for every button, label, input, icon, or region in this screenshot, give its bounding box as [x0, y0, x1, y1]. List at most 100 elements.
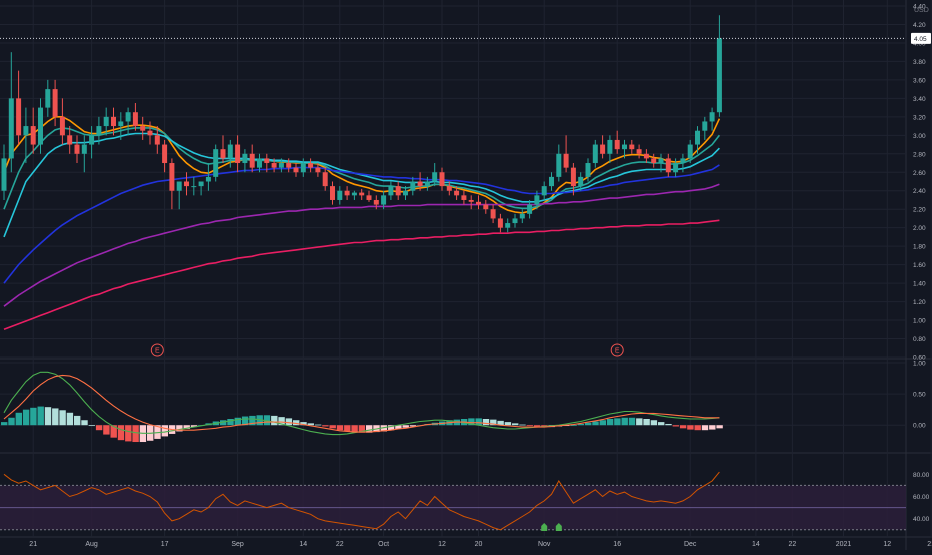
candle-body[interactable]	[103, 116, 109, 127]
candle-body[interactable]	[315, 167, 321, 173]
candle-body[interactable]	[424, 181, 430, 187]
macd-pane[interactable]	[1, 371, 723, 443]
candle-body[interactable]	[461, 195, 467, 200]
candle-body[interactable]	[16, 98, 22, 136]
candle-body[interactable]	[154, 135, 160, 145]
candle-body[interactable]	[446, 186, 452, 191]
candle-body[interactable]	[702, 121, 708, 131]
candle-body[interactable]	[570, 167, 576, 187]
candle-body[interactable]	[344, 190, 350, 196]
candle-body[interactable]	[322, 172, 328, 187]
candle-body[interactable]	[709, 112, 715, 122]
candle-body[interactable]	[643, 153, 649, 159]
candle-body[interactable]	[622, 144, 627, 150]
candle-body[interactable]	[162, 144, 168, 164]
candle-body[interactable]	[132, 112, 138, 127]
candle-body[interactable]	[300, 163, 306, 173]
rsi-signal-marker[interactable]	[555, 523, 562, 531]
candle-body[interactable]	[439, 172, 445, 187]
candle-body[interactable]	[600, 144, 606, 154]
candle-body[interactable]	[673, 163, 679, 173]
candle-body[interactable]	[111, 116, 116, 127]
candle-body[interactable]	[578, 176, 584, 187]
candle-body[interactable]	[388, 186, 394, 196]
candle-body[interactable]	[556, 153, 562, 177]
candle-body[interactable]	[293, 167, 299, 173]
candle-body[interactable]	[1, 158, 7, 191]
candle-body[interactable]	[118, 121, 124, 127]
candle-body[interactable]	[476, 201, 481, 205]
candle-body[interactable]	[665, 158, 671, 173]
candles[interactable]	[1, 15, 722, 233]
candle-body[interactable]	[680, 158, 686, 164]
candle-body[interactable]	[278, 163, 284, 168]
candle-body[interactable]	[213, 149, 219, 177]
candle-body[interactable]	[366, 195, 372, 200]
candle-body[interactable]	[184, 181, 189, 187]
candle-body[interactable]	[629, 144, 635, 150]
earnings-marker[interactable]	[150, 343, 164, 357]
candle-body[interactable]	[658, 158, 664, 164]
candle-body[interactable]	[614, 139, 620, 150]
candle-body[interactable]	[687, 144, 693, 159]
candle-body[interactable]	[147, 130, 153, 136]
candle-body[interactable]	[227, 144, 233, 159]
candle-body[interactable]	[257, 158, 262, 168]
candle-body[interactable]	[381, 195, 387, 205]
candle-body[interactable]	[271, 163, 277, 168]
candle-body[interactable]	[592, 144, 598, 164]
candle-body[interactable]	[417, 181, 423, 187]
candle-body[interactable]	[527, 204, 533, 214]
candle-body[interactable]	[59, 116, 65, 136]
candle-body[interactable]	[198, 181, 204, 187]
candle-body[interactable]	[286, 163, 292, 168]
rsi-signal-marker[interactable]	[541, 523, 548, 531]
candle-body[interactable]	[549, 176, 554, 187]
candle-body[interactable]	[519, 213, 525, 219]
candle-body[interactable]	[497, 218, 503, 228]
candle-body[interactable]	[330, 186, 335, 200]
candle-body[interactable]	[169, 163, 175, 191]
candle-body[interactable]	[541, 186, 547, 196]
candle-body[interactable]	[308, 163, 314, 168]
candle-body[interactable]	[585, 163, 591, 177]
candle-body[interactable]	[651, 158, 657, 164]
rsi-pane[interactable]	[3, 471, 720, 531]
candle-body[interactable]	[235, 144, 241, 164]
candle-body[interactable]	[8, 98, 14, 159]
candle-body[interactable]	[337, 190, 343, 200]
candle-body[interactable]	[45, 89, 51, 108]
candle-body[interactable]	[403, 190, 408, 196]
candle-body[interactable]	[140, 126, 146, 131]
candle-body[interactable]	[205, 176, 211, 182]
candle-body[interactable]	[351, 192, 357, 196]
candle-body[interactable]	[242, 153, 248, 164]
candle-body[interactable]	[30, 126, 36, 145]
candle-body[interactable]	[38, 107, 43, 145]
candle-body[interactable]	[191, 186, 197, 188]
candle-body[interactable]	[395, 186, 401, 196]
candle-body[interactable]	[607, 139, 613, 154]
candle-body[interactable]	[468, 199, 474, 202]
candle-body[interactable]	[410, 181, 416, 191]
candle-body[interactable]	[505, 223, 511, 228]
candle-body[interactable]	[249, 153, 255, 168]
candle-body[interactable]	[490, 209, 496, 219]
candle-body[interactable]	[74, 144, 80, 154]
candle-body[interactable]	[716, 38, 722, 113]
candle-body[interactable]	[454, 190, 460, 196]
candle-body[interactable]	[636, 149, 642, 154]
candle-body[interactable]	[359, 192, 365, 196]
candle-body[interactable]	[534, 195, 540, 205]
candle-body[interactable]	[432, 172, 438, 182]
candle-body[interactable]	[125, 112, 131, 122]
candle-body[interactable]	[373, 199, 379, 205]
candle-body[interactable]	[89, 135, 95, 145]
candle-body[interactable]	[695, 130, 700, 145]
candle-body[interactable]	[52, 89, 58, 117]
candle-body[interactable]	[512, 218, 518, 224]
candle-body[interactable]	[23, 126, 29, 136]
candle-body[interactable]	[563, 153, 569, 168]
